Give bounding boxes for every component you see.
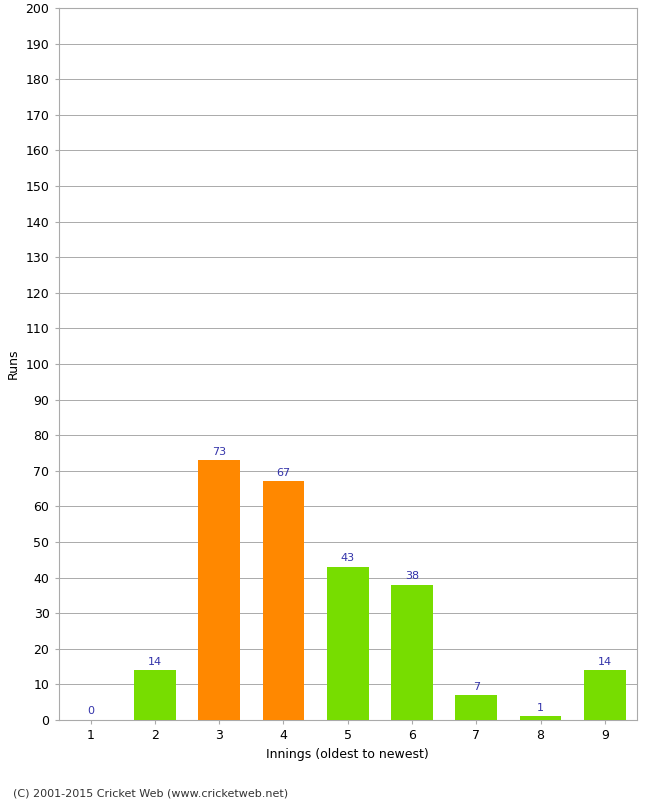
- Bar: [198, 460, 240, 720]
- Bar: [327, 567, 369, 720]
- Text: 38: 38: [405, 571, 419, 581]
- Bar: [134, 670, 176, 720]
- Bar: [584, 670, 626, 720]
- Text: 73: 73: [212, 446, 226, 457]
- Text: 7: 7: [473, 682, 480, 691]
- Bar: [456, 695, 497, 720]
- Bar: [263, 482, 304, 720]
- Text: 14: 14: [148, 657, 162, 666]
- Text: 43: 43: [341, 554, 355, 563]
- Text: 67: 67: [276, 468, 291, 478]
- Bar: [520, 717, 562, 720]
- Text: 1: 1: [537, 703, 544, 713]
- Y-axis label: Runs: Runs: [7, 349, 20, 379]
- Text: 0: 0: [87, 706, 94, 717]
- Bar: [391, 585, 433, 720]
- Text: 14: 14: [598, 657, 612, 666]
- X-axis label: Innings (oldest to newest): Innings (oldest to newest): [266, 747, 429, 761]
- Text: (C) 2001-2015 Cricket Web (www.cricketweb.net): (C) 2001-2015 Cricket Web (www.cricketwe…: [13, 788, 288, 798]
